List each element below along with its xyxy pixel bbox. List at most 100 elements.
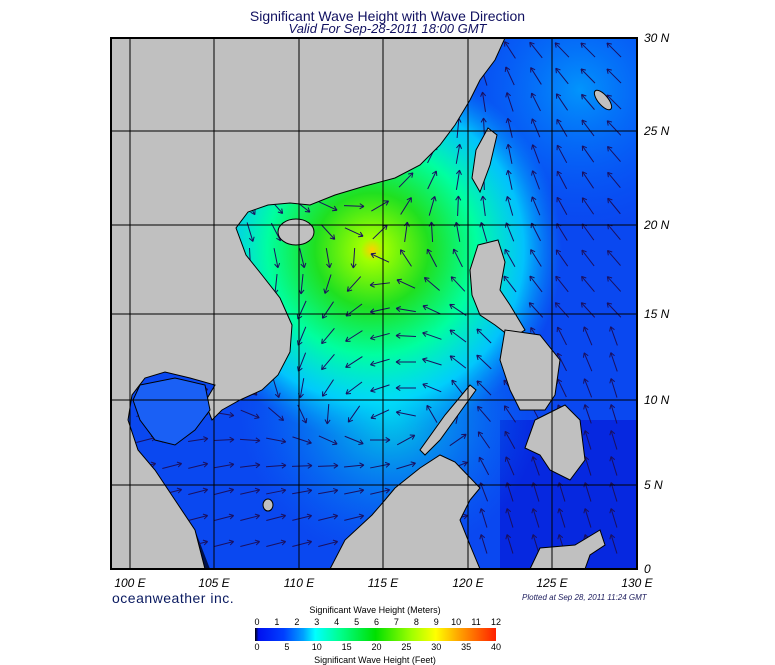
wave-direction-arrow [505, 169, 513, 190]
wave-direction-arrow [607, 171, 621, 189]
colorbar-feet-title: Significant Wave Height (Feet) [314, 655, 436, 665]
wave-direction-arrow [581, 249, 595, 267]
wave-direction-arrow [530, 196, 541, 216]
wave-direction-arrow [609, 430, 618, 450]
colorbar-meters-tick: 0 [254, 617, 260, 627]
colorbar [255, 628, 496, 641]
wave-direction-arrow [162, 461, 183, 469]
colorbar-meters-tick: 6 [373, 617, 380, 627]
colorbar-meters-tick: 9 [433, 617, 439, 627]
wave-direction-arrow [555, 275, 569, 293]
wave-direction-arrow [266, 437, 287, 445]
wave-direction-arrow [422, 357, 442, 366]
colorbar-meters-tick: 10 [451, 617, 462, 627]
wave-direction-arrow [324, 403, 331, 425]
wave-direction-arrow [583, 508, 592, 528]
wave-direction-arrow [398, 172, 414, 188]
wave-direction-arrow [455, 143, 463, 164]
colorbar-meters-tick: 8 [413, 617, 419, 627]
wave-direction-arrow [422, 331, 442, 340]
wave-direction-arrow [318, 487, 339, 495]
wave-direction-arrow [188, 436, 209, 443]
wave-direction-arrow [555, 249, 569, 267]
wave-direction-arrow [400, 249, 412, 267]
wave-direction-arrow [345, 356, 363, 368]
latitude-label: 20 N [644, 218, 670, 232]
colorbar-feet-tick: 15 [341, 642, 352, 652]
wave-direction-arrow [369, 307, 390, 315]
longitude-label: 125 E [536, 576, 568, 590]
wave-direction-arrow [272, 378, 281, 398]
wave-direction-arrow [556, 326, 567, 346]
graticule [111, 38, 637, 569]
wave-direction-arrow [455, 195, 462, 217]
colorbar-meters-tick: 2 [294, 617, 300, 627]
wave-direction-arrow [530, 249, 542, 267]
wave-direction-arrow [505, 143, 513, 164]
wave-direction-arrow [449, 433, 467, 447]
wave-direction-arrow [370, 487, 391, 495]
wave-direction-arrow [291, 462, 313, 469]
wave-direction-arrow [395, 306, 416, 313]
wave-direction-arrow [370, 409, 390, 420]
latitude-label: 0 [644, 562, 651, 576]
wave-direction-arrow [266, 513, 287, 521]
wave-direction-arrow [556, 196, 568, 215]
wave-direction-arrow [347, 405, 361, 423]
wave-direction-arrow [273, 248, 281, 269]
latitude-label: 5 N [644, 478, 663, 492]
wave-direction-arrow [606, 120, 622, 136]
land-asia-mainland [111, 38, 506, 569]
wave-direction-arrow [581, 275, 595, 292]
wave-direction-arrow [476, 380, 492, 396]
map-area [111, 38, 637, 569]
wave-direction-arrow [554, 42, 570, 58]
colorbar-feet-tick: 40 [490, 642, 502, 652]
colorbar-feet-tick: 10 [311, 642, 322, 652]
wave-direction-arrow [504, 430, 516, 449]
wave-direction-arrow [609, 534, 618, 554]
wave-direction-arrow [369, 436, 391, 443]
wave-direction-arrow [343, 462, 365, 469]
wave-direction-arrow [325, 248, 332, 269]
wave-direction-arrow [426, 248, 438, 268]
wave-direction-arrow [321, 327, 335, 345]
wave-direction-arrow [369, 332, 390, 341]
wave-direction-arrow [344, 435, 364, 446]
wave-direction-arrow [213, 436, 235, 443]
colorbar-meters-tick: 1 [274, 617, 280, 627]
wave-direction-arrow [299, 248, 307, 269]
wave-direction-arrow [531, 508, 540, 528]
wave-direction-arrow [581, 119, 595, 137]
wave-direction-arrow [450, 276, 466, 292]
wave-direction-arrow [321, 354, 335, 371]
wave-direction-arrow [292, 539, 313, 547]
wave-direction-arrow [504, 248, 516, 267]
wave-direction-arrow [188, 461, 209, 469]
colorbar-feet-tick: 25 [401, 642, 412, 652]
colorbar-feet-tick: 20 [371, 642, 382, 652]
wave-direction-arrow [504, 456, 515, 476]
wave-direction-arrow [268, 407, 285, 421]
wave-direction-arrow [606, 249, 621, 266]
wave-direction-arrow [609, 326, 618, 346]
wave-direction-arrow [530, 118, 541, 138]
wave-direction-arrow [344, 487, 365, 495]
wave-direction-arrow [350, 247, 357, 269]
longitude-label: 130 E [621, 576, 653, 590]
wave-direction-arrow [504, 66, 515, 86]
wave-direction-arrow [531, 170, 540, 190]
colorbar-feet-tick: 0 [254, 642, 260, 652]
colorbar-meters-title: Significant Wave Height (Meters) [309, 605, 441, 615]
longitude-label: 100 E [114, 576, 146, 590]
wave-direction-arrow [478, 456, 490, 476]
wave-direction-arrow [477, 431, 491, 449]
wave-direction-arrow [503, 275, 517, 293]
wave-direction-arrow [318, 435, 338, 446]
wave-direction-arrow [214, 487, 235, 495]
wave-direction-arrow [323, 274, 332, 294]
wave-direction-arrow [529, 41, 543, 59]
wave-direction-arrow [581, 145, 595, 163]
wave-direction-arrow [318, 513, 339, 521]
wave-direction-arrow [609, 352, 618, 372]
